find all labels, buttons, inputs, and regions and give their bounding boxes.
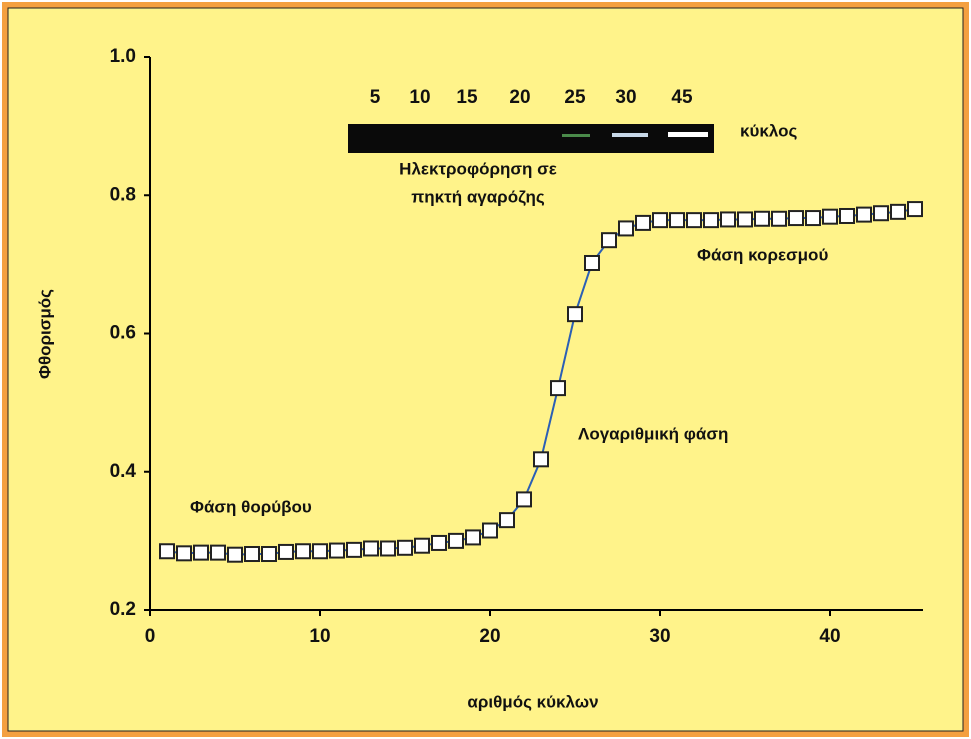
- marker: [584, 254, 600, 271]
- gel-lane: 30: [615, 87, 636, 108]
- gel-label: κύκλος: [740, 121, 797, 140]
- marker: [227, 546, 243, 563]
- marker: [380, 540, 396, 557]
- marker: [176, 545, 192, 562]
- marker: [244, 546, 260, 563]
- x-tick-label: 0: [145, 626, 156, 647]
- marker: [873, 205, 889, 222]
- annotation: Φάση θορύβου: [190, 497, 312, 516]
- x-tick-label: 30: [649, 626, 670, 647]
- marker: [533, 451, 549, 468]
- marker: [278, 543, 294, 560]
- marker: [414, 537, 430, 554]
- marker: [499, 512, 515, 529]
- marker: [669, 212, 685, 229]
- gel-lane: 15: [456, 87, 478, 108]
- marker: [618, 220, 634, 237]
- marker: [397, 539, 413, 556]
- y-tick-label: 0.6: [110, 323, 136, 344]
- marker: [567, 306, 583, 323]
- marker: [907, 201, 923, 218]
- annotation: Φάση κορεσμού: [697, 245, 828, 264]
- marker: [635, 214, 651, 231]
- gel-band: [612, 133, 648, 137]
- marker: [737, 211, 753, 228]
- marker: [312, 543, 328, 560]
- marker: [805, 210, 821, 227]
- marker: [788, 210, 804, 227]
- gel-band: [562, 134, 590, 137]
- marker: [720, 211, 736, 228]
- marker: [295, 543, 311, 560]
- gel-lane: 5: [370, 87, 381, 108]
- marker: [465, 529, 481, 546]
- marker: [159, 543, 175, 560]
- marker: [652, 212, 668, 229]
- marker: [703, 212, 719, 229]
- marker: [890, 203, 906, 220]
- gel-caption: Ηλεκτροφόρηση σε: [399, 159, 557, 178]
- marker: [550, 380, 566, 397]
- y-tick-label: 0.8: [110, 184, 136, 205]
- marker: [363, 540, 379, 557]
- marker: [261, 546, 277, 563]
- gel-band: [668, 132, 708, 137]
- marker: [329, 542, 345, 559]
- x-tick-label: 40: [819, 626, 840, 647]
- y-tick-label: 0.2: [110, 599, 136, 620]
- x-tick-label: 20: [479, 626, 500, 647]
- marker: [482, 522, 498, 539]
- marker: [193, 544, 209, 561]
- marker: [601, 232, 617, 249]
- marker: [839, 207, 855, 224]
- marker: [431, 534, 447, 551]
- annotation: Λογαριθμική φάση: [578, 424, 728, 443]
- gel-lane: 10: [409, 87, 430, 108]
- marker: [822, 208, 838, 225]
- marker: [856, 206, 872, 223]
- gel-lane: 45: [671, 87, 693, 108]
- marker: [771, 210, 787, 227]
- x-axis-label: αριθμός κύκλων: [467, 692, 598, 711]
- x-tick-label: 10: [309, 626, 330, 647]
- marker: [346, 541, 362, 558]
- marker: [448, 532, 464, 549]
- gel-lane: 25: [564, 87, 586, 108]
- marker: [516, 491, 532, 508]
- background: [7, 7, 964, 732]
- y-tick-label: 1.0: [110, 46, 136, 67]
- y-axis-label: Φθορισμός: [35, 289, 54, 379]
- gel-image: [348, 124, 714, 153]
- gel-caption: πηκτή αγαρόζης: [411, 187, 545, 206]
- gel-lane: 20: [509, 87, 530, 108]
- marker: [210, 544, 226, 561]
- marker: [754, 210, 770, 227]
- marker: [686, 212, 702, 229]
- y-tick-label: 0.4: [110, 461, 137, 482]
